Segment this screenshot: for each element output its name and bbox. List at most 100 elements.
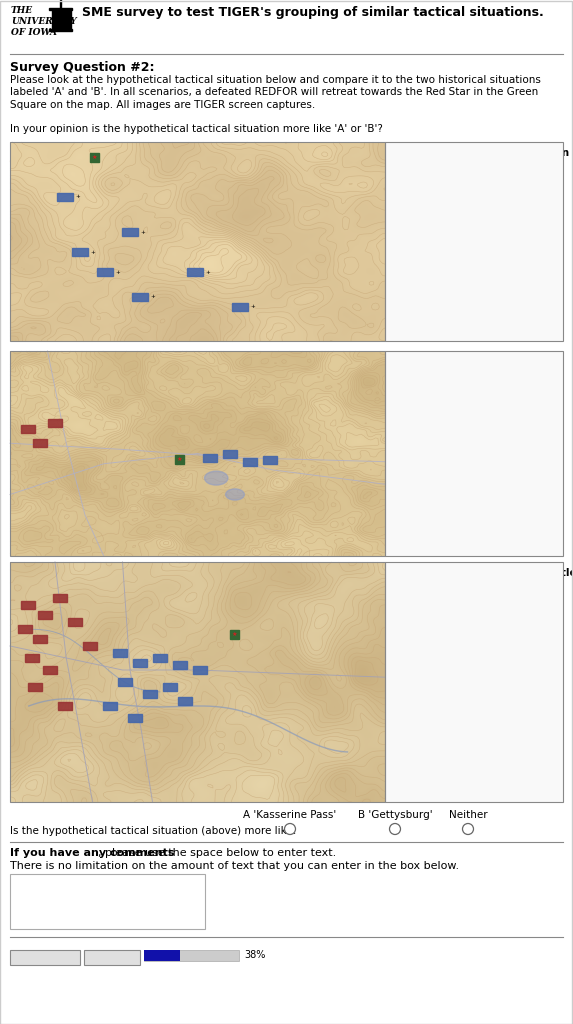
Bar — [178, 697, 192, 706]
Text: +: + — [150, 295, 155, 299]
Text: ★: ★ — [92, 155, 97, 160]
Bar — [10, 950, 80, 965]
Text: +: + — [115, 269, 120, 274]
Text: OF IOWA: OF IOWA — [11, 28, 57, 37]
Text: THE: THE — [11, 6, 33, 15]
Text: The weighted ratio (strength *
unit type) of REDFOR / BLUEFOR
= 0.395032 (i.e. B: The weighted ratio (strength * unit type… — [390, 432, 549, 479]
Bar — [122, 228, 138, 236]
Bar — [103, 702, 117, 710]
Bar — [84, 950, 140, 965]
Bar — [68, 10, 70, 30]
Bar — [243, 458, 257, 466]
Bar — [60, 0, 61, 7]
Bar — [18, 626, 32, 633]
Bar — [72, 248, 88, 256]
Text: Previous Page: Previous Page — [14, 953, 77, 962]
Ellipse shape — [205, 471, 228, 485]
Bar — [90, 153, 99, 162]
Text: ★: ★ — [231, 632, 237, 637]
Text: SME survey to test TIGER's grouping of similar tactical situations.: SME survey to test TIGER's grouping of s… — [82, 6, 544, 19]
Text: If defeated, REDFOR will retreat
to the right of the map.: If defeated, REDFOR will retreat to the … — [390, 600, 545, 623]
Bar — [144, 950, 239, 961]
Text: Is the hypothetical tactical situation (above) more like:: Is the hypothetical tactical situation (… — [10, 826, 296, 836]
Bar — [21, 425, 35, 433]
Bar — [203, 454, 217, 462]
Bar — [223, 450, 237, 458]
Bar — [56, 10, 58, 30]
Bar — [52, 10, 54, 30]
Text: +: + — [75, 195, 80, 200]
Text: Please look at the hypothetical tactical situation below and compare it to the t: Please look at the hypothetical tactical… — [10, 75, 541, 110]
Bar — [133, 658, 147, 667]
Text: 38%: 38% — [244, 950, 265, 961]
Text: , please use the space below to enter text.: , please use the space below to enter te… — [98, 848, 336, 858]
Bar — [97, 268, 113, 276]
Text: UNIVERSITY: UNIVERSITY — [11, 17, 77, 26]
Bar — [25, 654, 39, 662]
Bar — [163, 683, 177, 691]
Bar — [33, 439, 47, 447]
Bar — [187, 268, 203, 276]
Text: If defeated, REDFOR will retreat
to the north.: If defeated, REDFOR will retreat to the … — [390, 180, 545, 203]
Text: +: + — [250, 304, 255, 309]
Bar — [113, 649, 127, 657]
Bar — [128, 714, 142, 722]
Bar — [230, 630, 239, 639]
Bar — [385, 142, 563, 341]
Text: +: + — [140, 229, 145, 234]
Circle shape — [462, 823, 473, 835]
Text: If you have any comments: If you have any comments — [10, 848, 175, 858]
Text: Tactical Situation 'A',
Kasserine Pass, February 14,
1943.: Tactical Situation 'A', Kasserine Pass, … — [390, 357, 561, 390]
Text: B 'Gettysburg': B 'Gettysburg' — [358, 810, 432, 820]
Bar — [43, 666, 57, 674]
Bar — [60, 10, 62, 30]
Bar — [48, 419, 62, 427]
Text: There is no limitation on the amount of text that you can enter in the box below: There is no limitation on the amount of … — [10, 861, 459, 871]
Bar — [21, 601, 35, 609]
Bar — [68, 618, 82, 626]
Bar — [83, 642, 97, 650]
Text: +: + — [90, 250, 95, 255]
Text: Tactical Situation 'B', the battle
of Gettysburg, Day 1.: Tactical Situation 'B', the battle of Ge… — [390, 568, 573, 590]
Text: If defeated, REDFOR will retreat
to the west.: If defeated, REDFOR will retreat to the … — [390, 402, 545, 424]
Bar — [33, 635, 47, 643]
Bar — [38, 610, 52, 618]
Bar — [173, 662, 187, 670]
Bar — [232, 303, 248, 311]
Circle shape — [285, 823, 296, 835]
Bar — [143, 690, 157, 698]
Bar — [58, 702, 72, 710]
Bar — [57, 193, 73, 201]
Bar — [53, 594, 67, 602]
Text: A 'Kasserine Pass': A 'Kasserine Pass' — [244, 810, 336, 820]
Bar — [28, 683, 42, 691]
Bar — [144, 950, 180, 961]
Bar — [10, 142, 385, 341]
Bar — [10, 874, 205, 929]
Bar — [153, 654, 167, 662]
Bar — [132, 293, 148, 301]
Bar — [175, 455, 184, 464]
Bar — [385, 351, 563, 556]
Text: Hypothetical tactical situation
#2.: Hypothetical tactical situation #2. — [390, 148, 569, 170]
Bar — [10, 351, 385, 556]
Text: Neither: Neither — [449, 810, 487, 820]
Text: In your opinion is the hypothetical tactical situation more like 'A' or 'B'?: In your opinion is the hypothetical tact… — [10, 124, 383, 134]
Circle shape — [390, 823, 401, 835]
Text: The slope of the attack is =
1.097561 (i.e. BLUEFOR is
attacking slightly uphill: The slope of the attack is = 1.097561 (i… — [390, 492, 525, 526]
Bar — [64, 10, 66, 30]
Text: The weighted ratio (strength *
unit type) of REDFOR / BLUEFOR
= 0.392949 (i.e. B: The weighted ratio (strength * unit type… — [390, 210, 549, 257]
Bar — [385, 562, 563, 802]
Text: Next Page: Next Page — [89, 953, 135, 962]
Bar — [10, 562, 385, 802]
Text: The slope of the attack is =
1.888889 (i.e. BLUEFOR is
attacking uphill).: The slope of the attack is = 1.888889 (i… — [390, 268, 525, 303]
Text: The slope of the attack is =
0.914438 (i.e. BLUEFOR is
attacking slightly downhi: The slope of the attack is = 0.914438 (i… — [390, 697, 525, 732]
Bar — [49, 7, 72, 10]
Bar — [193, 666, 207, 674]
Text: The weighted ratio (strength *
unit type) of REDFOR / BLUEFOR
= 1.174957 (i.e. R: The weighted ratio (strength * unit type… — [390, 632, 549, 679]
Text: +: + — [205, 269, 210, 274]
Text: ★: ★ — [176, 457, 182, 462]
Bar — [49, 29, 72, 31]
Ellipse shape — [226, 488, 244, 500]
Bar — [118, 678, 132, 686]
